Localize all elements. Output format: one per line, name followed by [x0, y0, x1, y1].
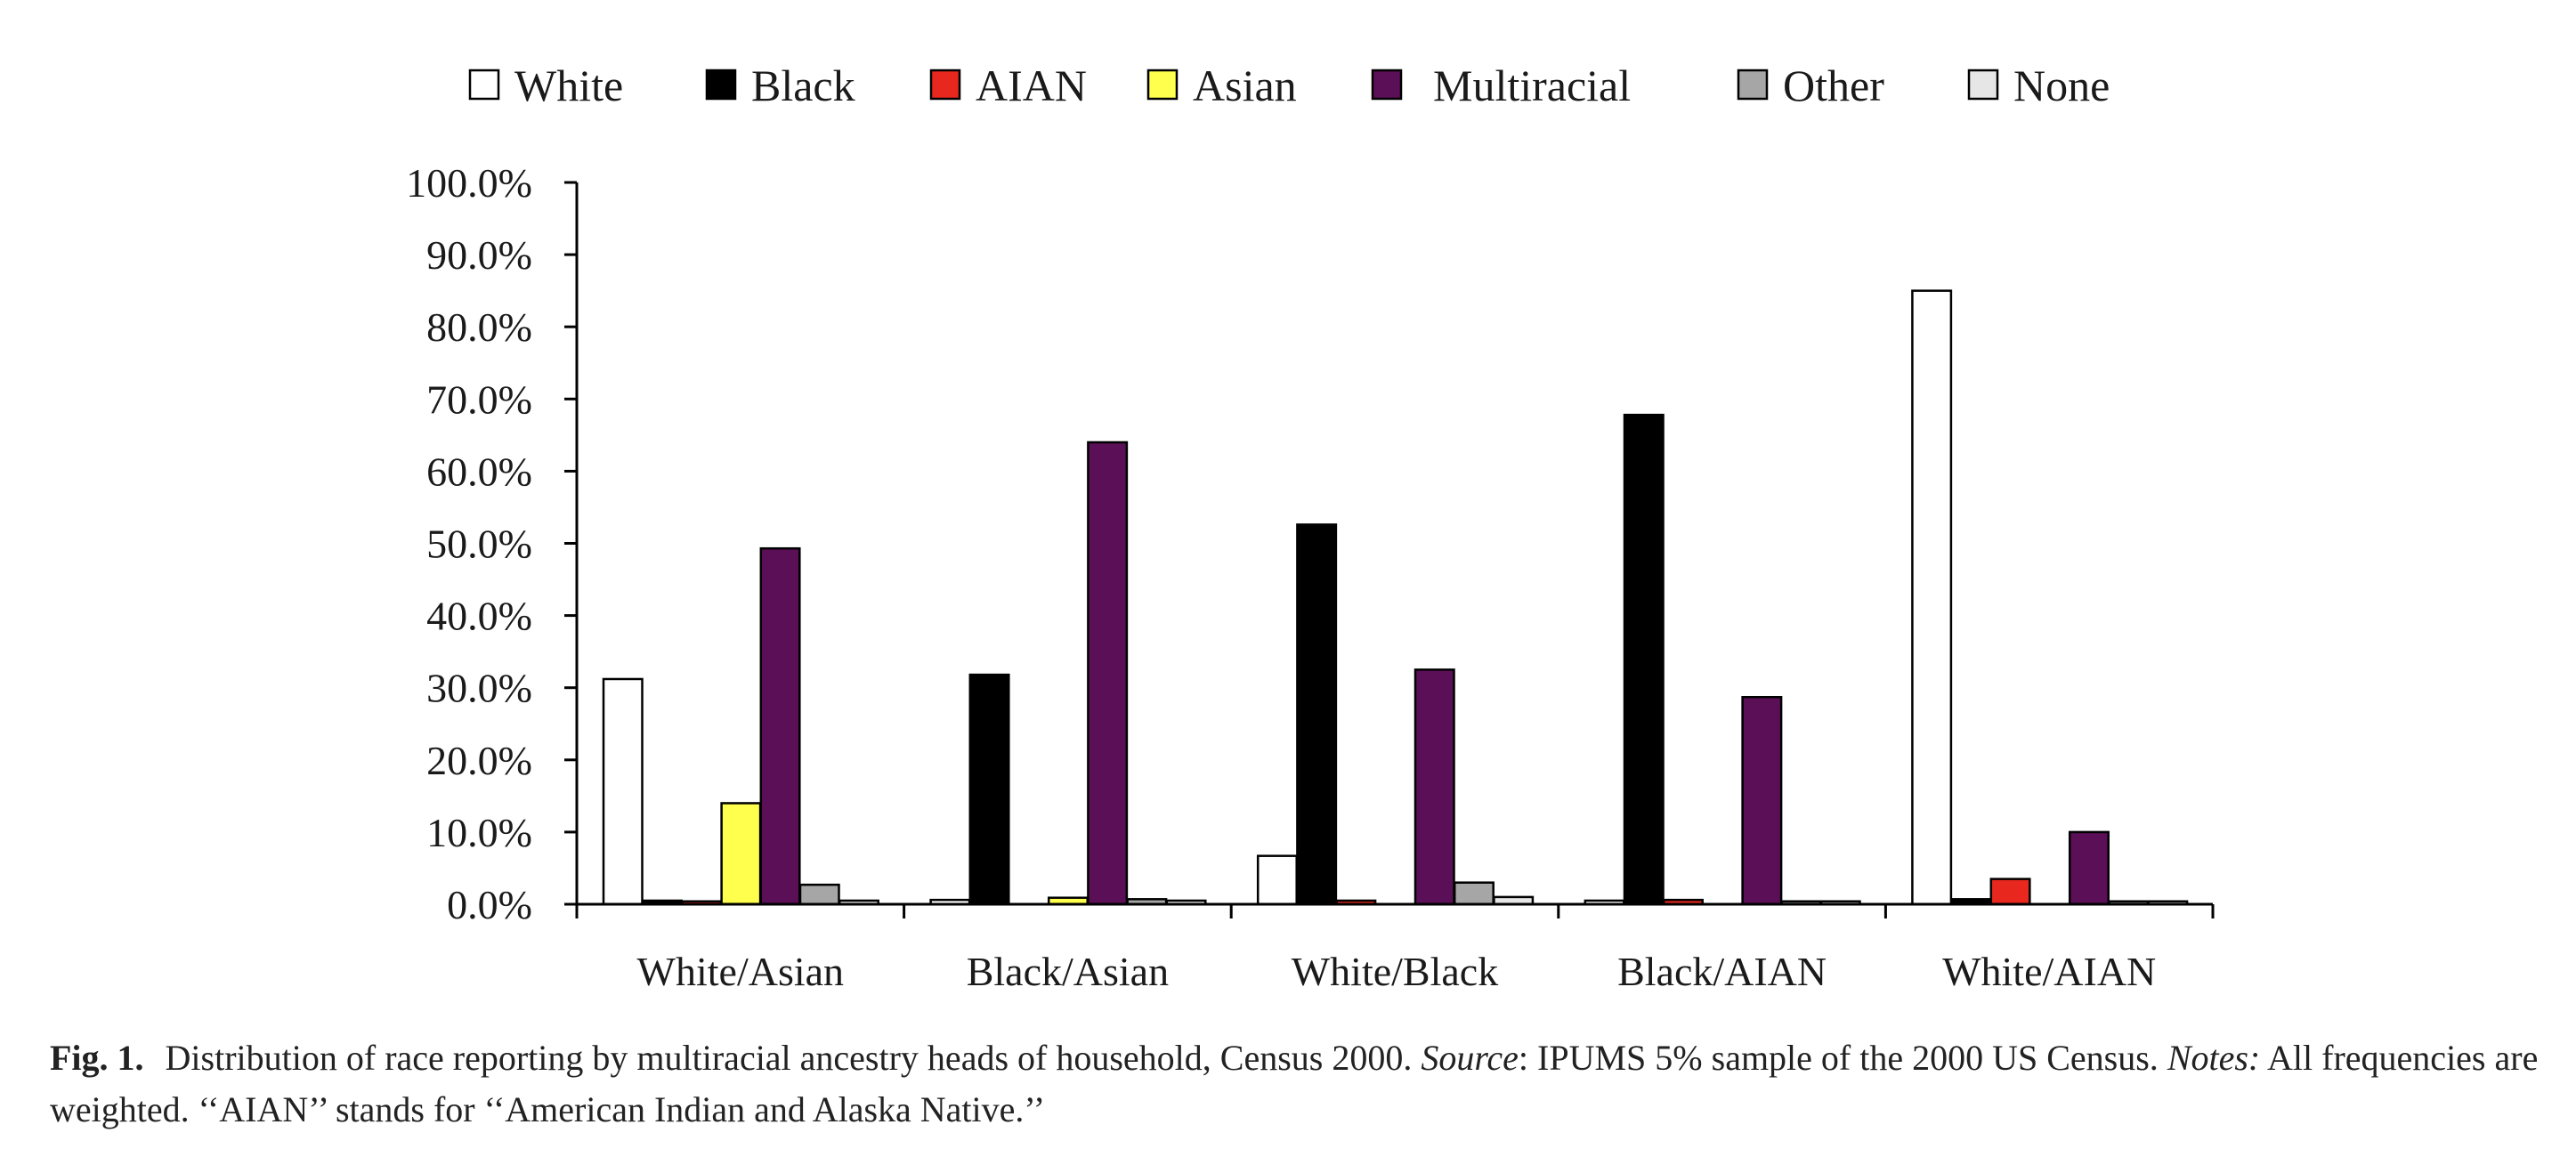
y-tick-label: 60.0% [426, 449, 532, 494]
y-tick-label: 20.0% [426, 738, 532, 783]
y-tick-label: 30.0% [426, 666, 532, 711]
x-tick-label-black-asian: Black/Asian [967, 949, 1169, 994]
bar-black-aian-black [1623, 413, 1665, 906]
bar-white-black-black [1296, 523, 1338, 906]
bar-white-asian-other [798, 883, 840, 906]
y-tick-label: 50.0% [426, 522, 532, 567]
y-tick-label: 40.0% [426, 594, 532, 639]
y-tick-label: 100.0% [406, 160, 532, 206]
bar-white-asian-asian [720, 802, 762, 906]
legend-swatch-white [468, 69, 500, 101]
bar-black-aian-multiracial [1741, 695, 1783, 906]
bar-white-black-other [1453, 881, 1495, 906]
bar-white-black-white [1256, 854, 1298, 906]
y-tick-label: 90.0% [426, 232, 532, 278]
legend-label-black: Black [751, 61, 855, 110]
x-axis: White/Asian Black/Asian White/Black Black/A… [575, 902, 2215, 994]
legend-swatch-asian [1146, 69, 1179, 101]
caption-source-label: Source [1421, 1038, 1519, 1078]
legend-label-asian: Asian [1193, 61, 1297, 110]
x-tick-label-white-asian: White/Asian [637, 949, 845, 994]
bar-white-aian-aian [1989, 878, 2031, 906]
legend-swatch-other [1737, 69, 1769, 101]
bar-black-asian-black [968, 673, 1010, 906]
legend-label-multiracial: Multiracial [1433, 61, 1631, 110]
legend-label-white: White [514, 61, 623, 110]
y-tick-label: 70.0% [426, 376, 532, 422]
y-axis: 0.0% 10.0% 20.0% 30.0% 40.0% 50.0% 60.0% 70.0% 8… [406, 160, 579, 927]
legend-label-none: None [2013, 61, 2110, 110]
caption-text-1: Distribution of race reporting by multir… [165, 1038, 1413, 1078]
x-tick-label-black-aian: Black/AIAN [1617, 949, 1827, 994]
bar-white-aian-multiracial [2068, 830, 2110, 906]
x-tick-label-white-aian: White/AIAN [1942, 949, 2156, 994]
bar-chart: White Black AIAN Asian Multiracial Other None … [406, 61, 2215, 994]
caption-text-2: : IPUMS 5% sample of the 2000 US Census. [1518, 1038, 2159, 1078]
bar-white-aian-white [1911, 289, 1953, 906]
legend-swatch-multiracial [1371, 69, 1403, 101]
legend-label-other: Other [1783, 61, 1884, 110]
bar-white-black-multiracial [1414, 668, 1455, 906]
figure-label: Fig. 1. [50, 1038, 144, 1078]
y-tick-label: 80.0% [426, 304, 532, 350]
bar-white-asian-multiracial [759, 546, 801, 906]
y-tick-label: 0.0% [447, 882, 532, 927]
bar-white-asian-white [602, 677, 644, 906]
legend-swatch-none [1967, 69, 1999, 101]
legend-swatch-aian [929, 69, 961, 101]
legend-label-aian: AIAN [976, 61, 1087, 110]
chart-legend: White Black AIAN Asian Multiracial Other None [468, 61, 2110, 110]
x-tick-label-white-black: White/Black [1292, 949, 1498, 994]
caption-notes-label: Notes: [2167, 1038, 2261, 1078]
caption-text-3: All frequencies are weighted. ‘‘AIAN’’ s… [50, 1038, 2539, 1129]
bar-black-asian-multiracial [1087, 441, 1129, 906]
y-tick-label: 10.0% [426, 810, 532, 855]
bars-group [602, 289, 2189, 906]
legend-swatch-black [705, 69, 737, 101]
figure-caption: Fig. 1. Distribution of race reporting b… [50, 1032, 2551, 1136]
